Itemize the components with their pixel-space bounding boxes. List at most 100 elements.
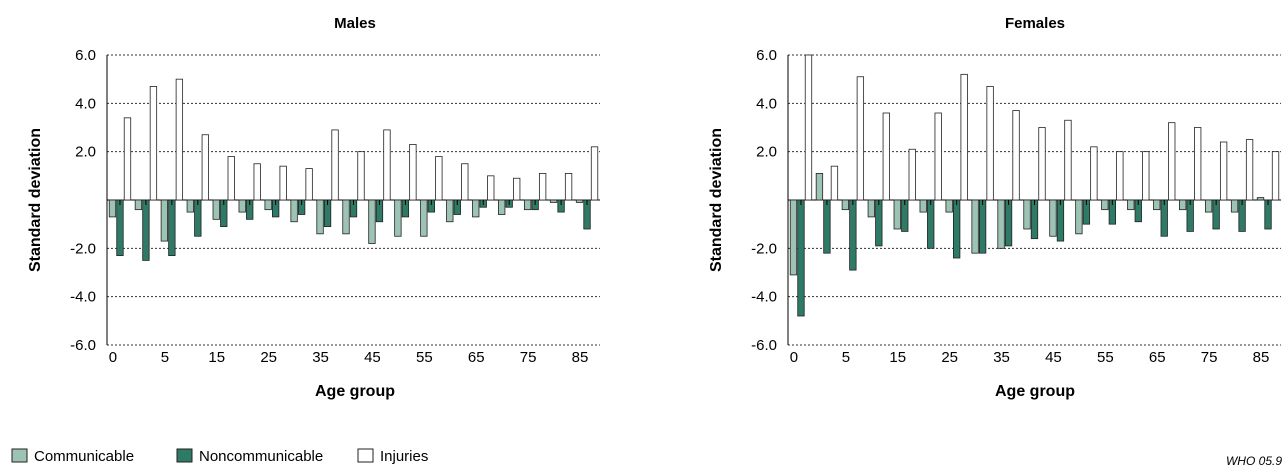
females-bar-communicable xyxy=(815,173,824,201)
females-bar-injuries xyxy=(1090,146,1098,201)
females-bar-injuries xyxy=(1142,151,1150,201)
males-x-tick-label: 0 xyxy=(109,349,117,366)
females-y-axis-title: Standard deviation xyxy=(708,128,725,272)
males-bar-injuries xyxy=(383,129,391,201)
males-bar-injuries xyxy=(409,144,417,201)
males-bar-communicable xyxy=(368,199,376,244)
males-bar-noncommunicable xyxy=(168,199,176,256)
males-x-tick-label: 85 xyxy=(572,349,589,366)
females-x-tick-label: 75 xyxy=(1201,349,1218,366)
females-bar-noncommunicable xyxy=(1056,199,1065,242)
males-bar-injuries xyxy=(305,168,313,201)
males-bar-injuries xyxy=(149,86,158,201)
females-bar-injuries xyxy=(1219,141,1228,201)
males-bar-communicable xyxy=(186,199,194,213)
females-bar-noncommunicable xyxy=(1004,199,1013,247)
males-y-tick-label: -4.0 xyxy=(70,289,96,306)
legend-swatch-communicable xyxy=(11,448,28,463)
males-bar-noncommunicable xyxy=(142,199,150,261)
females-bar-noncommunicable xyxy=(927,199,935,249)
males-bar-communicable xyxy=(160,199,169,242)
males-bar-communicable xyxy=(212,199,220,220)
females-bar-injuries xyxy=(960,73,968,201)
females-bar-injuries xyxy=(1064,119,1072,201)
females-bar-communicable xyxy=(1075,199,1083,235)
males-bar-communicable xyxy=(342,199,350,235)
legend-swatch-injuries xyxy=(357,448,374,463)
males-y-tick-label: 6.0 xyxy=(75,47,96,64)
females-y-tick-label: -4.0 xyxy=(751,289,777,306)
legend-label-noncommunicable: Noncommunicable xyxy=(199,448,323,465)
females-bar-injuries xyxy=(1194,127,1202,201)
females-x-tick-label: 25 xyxy=(941,349,958,366)
males-y-tick-label: -2.0 xyxy=(70,240,96,257)
males-bar-injuries xyxy=(279,165,287,201)
males-bar-communicable xyxy=(420,199,428,237)
females-bar-noncommunicable xyxy=(1160,199,1168,237)
females-bar-communicable xyxy=(1204,199,1213,213)
females-bar-injuries xyxy=(830,165,839,201)
females-bar-injuries xyxy=(908,148,916,201)
males-bar-communicable xyxy=(575,199,584,203)
females-bar-injuries xyxy=(1038,127,1046,201)
males-bar-communicable xyxy=(316,199,324,235)
females-bar-injuries xyxy=(1116,151,1124,201)
females-bar-noncommunicable xyxy=(875,199,883,247)
males-y-axis-title: Standard deviation xyxy=(27,128,44,272)
males-x-tick-label: 65 xyxy=(468,349,485,366)
males-y-tick-label: 2.0 xyxy=(75,144,96,161)
males-bar-noncommunicable xyxy=(194,199,202,237)
females-bar-communicable xyxy=(1153,199,1161,211)
females-x-tick-label: 65 xyxy=(1149,349,1166,366)
females-bar-communicable xyxy=(893,199,901,230)
legend-item-injuries: Injuries xyxy=(357,448,428,465)
females-bar-injuries xyxy=(1271,151,1280,201)
males-panel: 6.0 4.0 2.0 -2.0 -4.0 -6.0 0 5 15 25 35 45 55 65 75 85 M… xyxy=(27,15,600,400)
females-bar-communicable xyxy=(1023,199,1031,230)
males-bar-injuries xyxy=(564,173,573,201)
males-bar-injuries xyxy=(590,146,599,201)
females-bar-injuries xyxy=(986,86,994,201)
females-bar-communicable xyxy=(919,199,927,213)
males-bar-communicable xyxy=(549,199,558,203)
females-bar-communicable xyxy=(1101,199,1109,211)
females-bar-injuries xyxy=(934,112,942,201)
females-bar-communicable xyxy=(1256,197,1265,201)
males-x-tick-label: 5 xyxy=(161,349,169,366)
males-bar-injuries xyxy=(331,129,339,201)
males-x-tick-label: 15 xyxy=(208,349,225,366)
females-x-axis-title: Age group xyxy=(995,383,1075,400)
females-bar-injuries xyxy=(1245,139,1254,201)
females-y-tick-label: 6.0 xyxy=(756,47,777,64)
females-bar-noncommunicable xyxy=(823,199,831,254)
legend-item-noncommunicable: Noncommunicable xyxy=(176,448,323,465)
males-x-tick-label: 55 xyxy=(416,349,433,366)
females-bar-noncommunicable xyxy=(953,199,961,259)
females-panel: 6.0 4.0 2.0 -2.0 -4.0 -6.0 0 5 15 25 35 45 55 65 75 85 F… xyxy=(708,15,1281,400)
legend: Communicable Noncommunicable Injuries xyxy=(11,448,428,465)
females-x-tick-label: 35 xyxy=(993,349,1010,366)
females-y-tick-label: 4.0 xyxy=(756,95,777,112)
females-bar-noncommunicable xyxy=(849,199,857,271)
males-bar-injuries xyxy=(487,175,495,201)
females-x-tick-label: 85 xyxy=(1253,349,1270,366)
females-chart-title: Females xyxy=(1005,15,1065,32)
males-bar-communicable xyxy=(472,199,480,218)
males-bar-communicable xyxy=(238,199,246,213)
females-bar-injuries xyxy=(882,112,890,201)
females-x-tick-label: 45 xyxy=(1045,349,1062,366)
males-bar-communicable xyxy=(134,199,143,211)
males-x-tick-label: 35 xyxy=(312,349,329,366)
females-y-tick-label: 2.0 xyxy=(756,144,777,161)
males-y-tick-label: 4.0 xyxy=(75,95,96,112)
legend-label-communicable: Communicable xyxy=(34,448,134,465)
females-bar-noncommunicable xyxy=(1030,199,1039,240)
females-bar-injuries xyxy=(1012,110,1020,201)
females-bar-noncommunicable xyxy=(797,199,805,317)
females-y-tick-label: -2.0 xyxy=(751,240,777,257)
males-bar-communicable xyxy=(446,199,454,223)
males-bar-injuries xyxy=(513,177,521,201)
females-bar-injuries xyxy=(804,54,813,201)
females-y-tick-label: -6.0 xyxy=(751,337,777,354)
